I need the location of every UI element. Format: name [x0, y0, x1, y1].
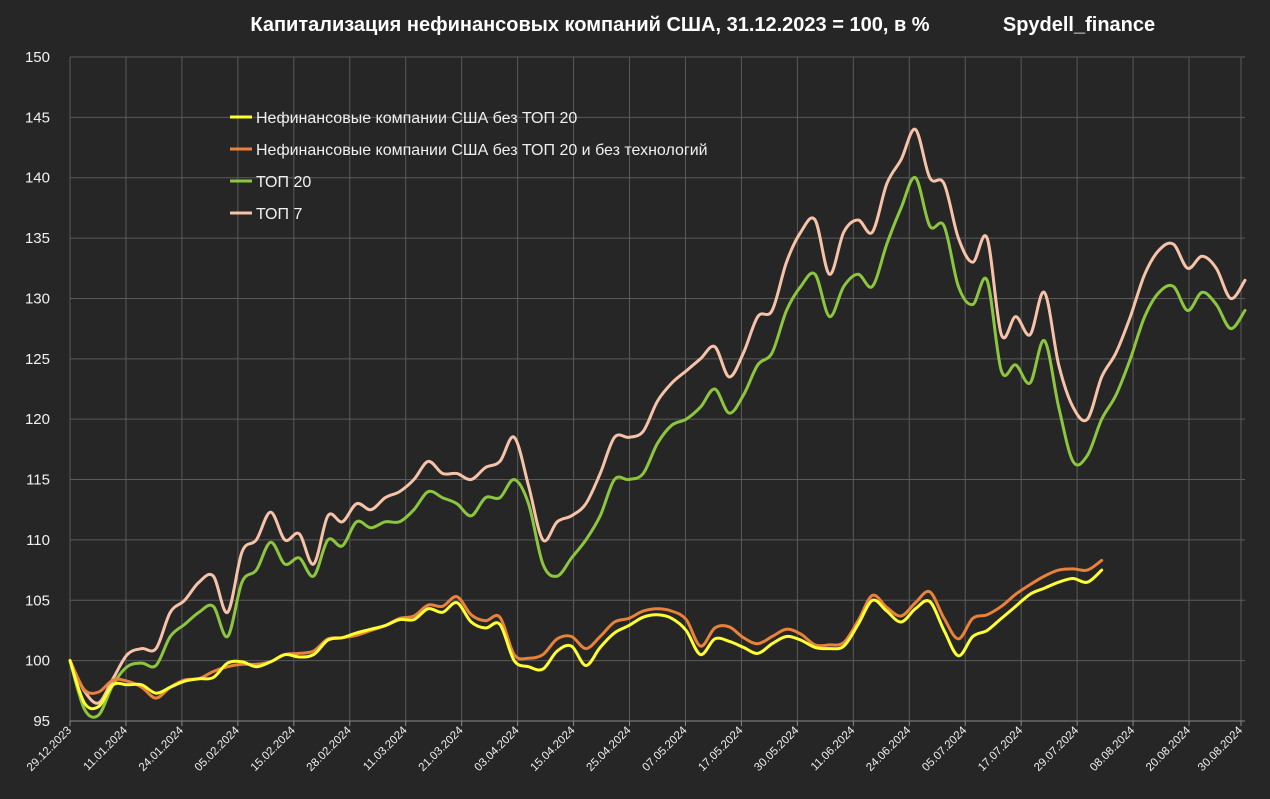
- source-label: Spydell_finance: [1003, 14, 1155, 36]
- y-tick-label: 110: [26, 532, 50, 549]
- legend-entry: Нефинансовые компании США без ТОП 20: [256, 110, 577, 127]
- legend-entry: ТОП 7: [256, 206, 302, 223]
- legend-entry: Нефинансовые компании США без ТОП 20 и б…: [256, 142, 708, 159]
- y-axis: 95 100 105 110 115 120 125 130 135 140 145 150: [25, 49, 50, 730]
- plot-area: [70, 57, 1245, 721]
- y-tick-label: 100: [25, 653, 50, 670]
- legend: Нефинансовые компании США без ТОП 20 Нефи…: [230, 110, 708, 223]
- series-line-4: [68, 127, 1247, 705]
- gridlines: [69, 56, 1245, 726]
- y-tick-label: 105: [25, 592, 50, 609]
- y-tick-label: 115: [26, 472, 50, 489]
- y-tick-label: 150: [25, 49, 50, 66]
- legend-entry: ТОП 20: [256, 174, 311, 191]
- y-tick-label: 130: [25, 290, 50, 307]
- y-tick-label: 120: [25, 411, 50, 428]
- series-line-2: [68, 558, 1104, 700]
- series-line-1: [68, 568, 1104, 711]
- series-lines: [68, 127, 1247, 719]
- y-tick-label: 135: [25, 230, 50, 247]
- y-tick-label: 95: [33, 713, 50, 730]
- y-tick-label: 140: [25, 170, 50, 187]
- y-tick-label: 145: [25, 109, 50, 126]
- y-tick-label: 125: [25, 351, 50, 368]
- series-line-3: [68, 176, 1247, 719]
- chart-title: Капитализация нефинансовых компаний США,…: [250, 14, 929, 36]
